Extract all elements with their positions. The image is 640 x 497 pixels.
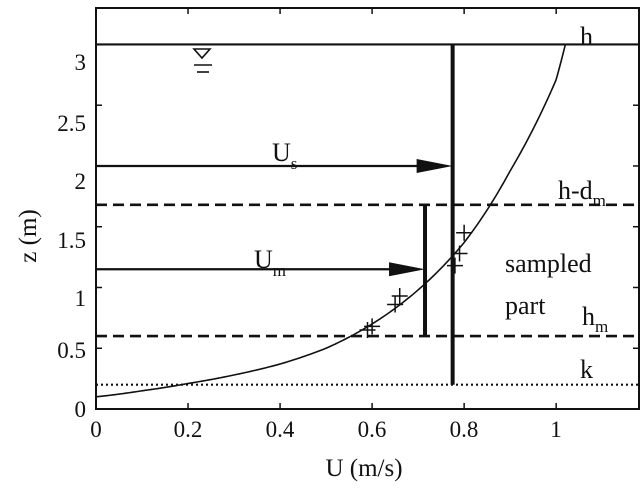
y-tick-label: 1.5: [57, 228, 86, 253]
x-tick-label: 0.4: [266, 417, 295, 442]
measured-point-marker: [451, 245, 468, 262]
x-tick-label: 0: [90, 417, 102, 442]
label-um-main: U: [254, 245, 273, 274]
measured-point-marker: [387, 296, 404, 313]
label-h-dm: h-dm: [558, 176, 606, 210]
label-hm-main: h: [582, 302, 595, 331]
velocity-arrow-head: [416, 158, 453, 173]
label-us-sub: s: [291, 154, 298, 173]
label-us-main: U: [272, 138, 291, 167]
measured-point-marker: [446, 257, 463, 274]
y-tick-label: 1: [75, 286, 87, 311]
y-tick-label: 3: [75, 50, 87, 75]
label-hm: hm: [582, 302, 608, 336]
label-h-dm-sub: m: [593, 191, 606, 210]
measured-point-marker: [364, 318, 381, 335]
velocity-profile-curve: [96, 44, 567, 398]
y-tick-label: 0: [75, 397, 87, 422]
label-hm-sub: m: [595, 317, 608, 336]
y-tick-label: 2.5: [57, 111, 86, 136]
label-k: k: [580, 355, 593, 384]
measured-point-marker: [456, 224, 473, 241]
label-um: Um: [254, 245, 286, 280]
ticks-layer: [95, 8, 639, 410]
x-tick-label: 0.8: [450, 417, 479, 442]
y-tick-label: 2: [75, 169, 87, 194]
water-surface-icon: [192, 48, 212, 73]
plot-frame: [95, 7, 640, 410]
label-part: part: [505, 291, 546, 320]
velocity-arrow-head: [389, 262, 426, 277]
label-h-dm-main: h-d: [558, 176, 593, 205]
y-tick-label: 0.5: [57, 338, 86, 363]
marks-layer: [96, 43, 639, 398]
x-tick-label: 1: [550, 417, 562, 442]
x-tick-label: 0.2: [174, 417, 203, 442]
label-um-sub: m: [273, 261, 286, 280]
x-tick-label: 0.6: [358, 417, 387, 442]
measured-point-marker: [391, 287, 408, 304]
label-sampled: sampled: [505, 249, 592, 278]
x-axis-label: U (m/s): [325, 455, 402, 482]
label-us: Us: [272, 138, 297, 173]
y-axis-label: z (m): [15, 209, 42, 262]
label-h: h: [580, 22, 593, 51]
